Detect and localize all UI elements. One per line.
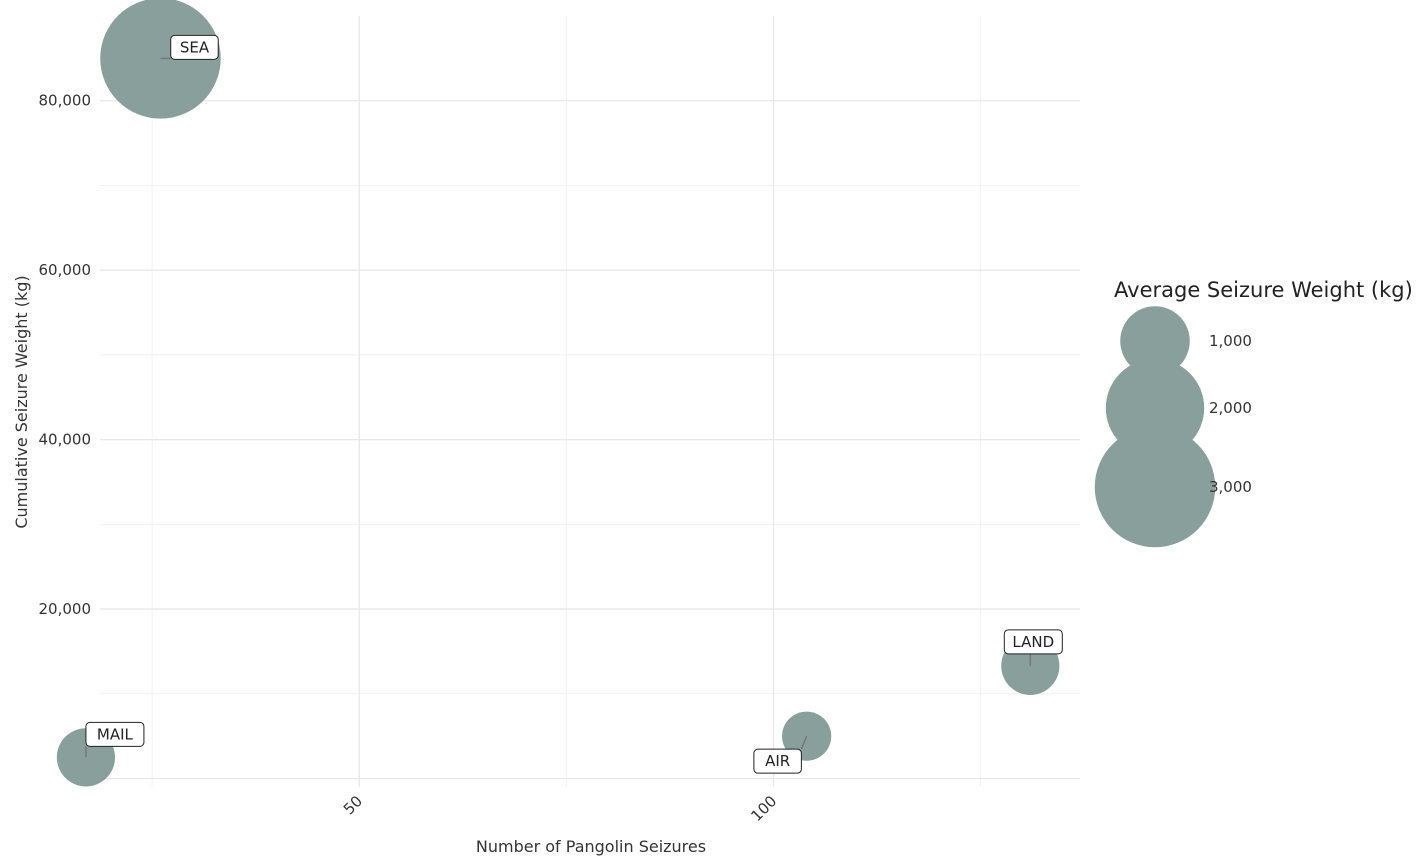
x-tick-label: 100 bbox=[747, 792, 780, 825]
y-axis-title: Cumulative Seizure Weight (kg) bbox=[12, 275, 31, 528]
legend: Average Seizure Weight (kg) 1,000 2,000 3,… bbox=[1094, 278, 1413, 548]
data-point-sea bbox=[100, 0, 221, 119]
label-box bbox=[170, 34, 219, 60]
y-tick-label: 40,000 bbox=[39, 431, 92, 449]
y-tick-label: 20,000 bbox=[39, 600, 92, 618]
legend-label: 3,000 bbox=[1209, 478, 1252, 496]
legend-swatch bbox=[1120, 306, 1190, 376]
label-text: MAIL bbox=[97, 725, 134, 743]
label-text: LAND bbox=[1012, 633, 1054, 651]
legend-entry: 3,000 bbox=[1094, 426, 1252, 548]
point-label-mail: MAIL bbox=[85, 721, 145, 758]
legend-label: 1,000 bbox=[1209, 332, 1252, 350]
label-text: AIR bbox=[765, 752, 790, 770]
label-box bbox=[1003, 629, 1063, 655]
label-box bbox=[85, 721, 145, 747]
data-points bbox=[56, 0, 1060, 787]
point-labels: SEA MAIL AIR LAND bbox=[85, 34, 1063, 774]
x-tick-label: 50 bbox=[340, 792, 366, 818]
x-axis-title: Number of Pangolin Seizures bbox=[476, 837, 706, 856]
gridlines bbox=[100, 16, 1080, 787]
label-leader bbox=[800, 735, 808, 750]
label-text: SEA bbox=[180, 38, 210, 56]
y-tick-label: 80,000 bbox=[39, 92, 92, 110]
point-label-land: LAND bbox=[1003, 629, 1063, 666]
label-box bbox=[753, 748, 802, 774]
point-label-air: AIR bbox=[753, 735, 808, 774]
legend-title: Average Seizure Weight (kg) bbox=[1114, 278, 1413, 302]
y-tick-label: 60,000 bbox=[39, 261, 92, 279]
point-label-sea: SEA bbox=[160, 34, 219, 60]
legend-swatch bbox=[1094, 426, 1216, 548]
legend-entry: 1,000 bbox=[1120, 306, 1252, 376]
legend-label: 2,000 bbox=[1209, 399, 1252, 417]
